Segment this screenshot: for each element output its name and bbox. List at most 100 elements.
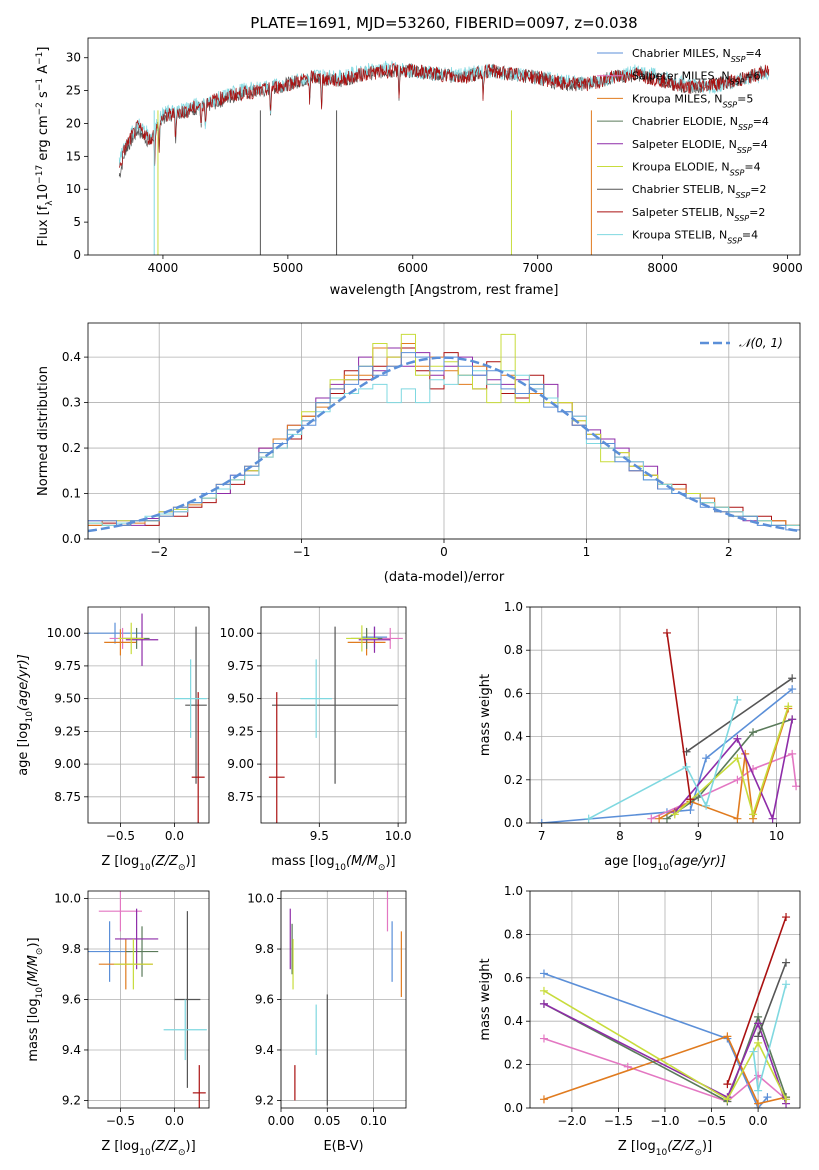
- tick-labels: −2.0 −1.5 −1.0 −0.5 0.0 0.0 0.2 0.4 0.6 0.8 1.0: [504, 884, 768, 1128]
- y-tick-label: 0.8: [504, 643, 523, 657]
- weight-marker: [788, 685, 797, 694]
- weight-line-chabrier_stelib: [757, 962, 787, 1037]
- weight-marker: [754, 1099, 763, 1108]
- weight-line-kroupa_elodie: [674, 706, 790, 818]
- y-tick-label: 10.00: [47, 626, 81, 640]
- x-tick-label: 0: [440, 545, 448, 559]
- y-tick-label: 9.6: [255, 993, 274, 1007]
- x-tick-label: 5000: [273, 261, 304, 275]
- x-tick-label: −0.5: [106, 1114, 135, 1128]
- weight-marker: [733, 734, 742, 743]
- spectrum-series: [118, 59, 770, 255]
- weight-line-chabrier_stelib: [686, 677, 793, 753]
- weight-marker: [539, 986, 548, 995]
- weight-marker: [647, 814, 656, 823]
- weight-marker: [754, 1086, 763, 1095]
- x-tick-label: −1.0: [650, 1114, 679, 1128]
- legend-label: 𝒩(0, 1): [739, 336, 783, 350]
- weight-marker: [733, 754, 742, 763]
- weight-line-salpeter_elodie: [543, 1003, 787, 1104]
- weight-marker: [682, 762, 691, 771]
- y-tick-label: 9.4: [62, 1043, 81, 1057]
- y-tick-label: 0.4: [504, 730, 523, 744]
- x-axis-label: Z [log10(Z/Z⊙)]: [101, 1139, 195, 1158]
- tick-labels: 7 8 9 10 0.0 0.2 0.4 0.6 0.8 1.0: [504, 600, 784, 843]
- weight-marker: [686, 795, 695, 804]
- y-tick-label: 10.0: [54, 892, 81, 906]
- x-axis-label: wavelength [Angstrom, rest frame]: [330, 283, 559, 298]
- y-tick-label: 9.25: [54, 724, 81, 738]
- mass-vs-reddening-panel: 0.00 0.05 0.10 9.2 9.4 9.6 9.8 10.0 E(B-V): [247, 890, 407, 1154]
- weight-line-kroupa_stelib: [588, 699, 739, 820]
- weight-marker: [763, 1093, 772, 1102]
- histogram-series: [88, 333, 800, 539]
- weight-marker: [539, 969, 548, 978]
- weight-lines: [539, 913, 791, 1108]
- y-tick-label: 0.4: [62, 350, 81, 364]
- y-tick-label: 8.75: [54, 790, 81, 804]
- chart-title: PLATE=1691, MJD=53260, FIBERID=0097, z=0…: [250, 14, 637, 32]
- y-axis-label: Flux [fλ10−17 erg cm−2 s−1 A−1]: [35, 47, 55, 247]
- y-tick-label: 9.25: [227, 724, 254, 738]
- y-tick-label: 0.0: [504, 1101, 523, 1115]
- legend: Chabrier MILES, NSSP=4 Salpeter MILES, NS…: [597, 47, 769, 245]
- weight-lines: [537, 628, 800, 823]
- legend: 𝒩(0, 1): [700, 336, 783, 350]
- legend-label: Salpeter ELODIE, NSSP=4: [632, 138, 768, 155]
- y-tick-label: 0.6: [504, 686, 523, 700]
- x-tick-label: 7000: [522, 261, 553, 275]
- y-tick-label: 5: [73, 215, 81, 229]
- x-tick-label: 2: [725, 545, 733, 559]
- axes-frame: [529, 606, 801, 824]
- mass-weight-vs-age-panel: 7 8 9 10 0.0 0.2 0.4 0.6 0.8 1.0 mass weight age [l…: [478, 600, 801, 873]
- x-axis-label: (data-model)/error: [384, 570, 505, 585]
- weight-line-kroupa_elodie: [543, 990, 787, 1101]
- y-tick-label: 9.75: [227, 659, 254, 673]
- legend-label: Salpeter MILES, NSSP=6: [632, 70, 761, 87]
- y-tick-label: 0.4: [504, 1014, 523, 1028]
- weight-line-salpeter_stelib: [726, 916, 787, 1085]
- y-axis-label: mass weight: [478, 958, 493, 1040]
- weight-marker: [754, 1071, 763, 1080]
- legend-label: Chabrier STELIB, NSSP=2: [632, 183, 766, 200]
- x-tick-label: 8: [616, 829, 624, 843]
- tick-labels: 0.00 0.05 0.10 9.2 9.4 9.6 9.8 10.0: [247, 892, 387, 1128]
- error-bars: [88, 613, 207, 823]
- y-tick-label: 10: [66, 182, 81, 196]
- y-tick-label: 9.2: [62, 1093, 81, 1107]
- weight-marker: [723, 1032, 732, 1041]
- x-tick-label: 10.0: [385, 829, 412, 843]
- axes-frame: [87, 322, 801, 540]
- mass-weight-vs-metallicity-panel: −2.0 −1.5 −1.0 −0.5 0.0 0.0 0.2 0.4 0.6 0.8 1.0 mas…: [478, 884, 801, 1158]
- weight-line-salpeter_stelib: [666, 632, 692, 800]
- x-tick-label: 0.0: [165, 1114, 184, 1128]
- weight-marker: [782, 1095, 791, 1104]
- x-tick-label: 10: [769, 829, 784, 843]
- x-tick-label: 0.10: [360, 1114, 387, 1128]
- weight-marker: [723, 1095, 732, 1104]
- weight-line-chabrier_miles: [541, 688, 793, 823]
- weight-marker: [788, 674, 797, 683]
- weight-marker: [733, 814, 742, 823]
- residual-histogram-panel: −2 −1 0 1 2 0.0 0.1 0.2 0.3 0.4 𝒩(0, 1) (data-model…: [36, 322, 801, 585]
- weight-marker: [670, 810, 679, 819]
- y-tick-label: 9.00: [227, 757, 254, 771]
- y-tick-label: 0.2: [504, 1058, 523, 1072]
- weight-marker: [749, 810, 758, 819]
- tick-labels: 9.5 10.0 8.75 9.00 9.25 9.50 9.75 10.00: [220, 626, 412, 843]
- weight-marker: [655, 814, 664, 823]
- mass-vs-metallicity-panel: −0.5 0.0 9.2 9.4 9.6 9.8 10.0 Z [log10(Z/Z⊙)] ma…: [26, 890, 210, 1158]
- x-tick-label: 1: [583, 545, 591, 559]
- x-axis-label: E(B-V): [323, 1139, 363, 1154]
- weight-marker: [623, 1062, 632, 1071]
- y-tick-label: 0.2: [62, 441, 81, 455]
- y-tick-label: 10.00: [220, 626, 254, 640]
- x-tick-label: −2: [150, 545, 168, 559]
- weight-marker: [584, 814, 593, 823]
- axes-frame: [87, 890, 210, 1109]
- axes-frame: [87, 606, 210, 824]
- y-tick-label: 9.00: [54, 757, 81, 771]
- x-tick-label: −0.5: [697, 1114, 726, 1128]
- y-tick-label: 0.6: [504, 971, 523, 985]
